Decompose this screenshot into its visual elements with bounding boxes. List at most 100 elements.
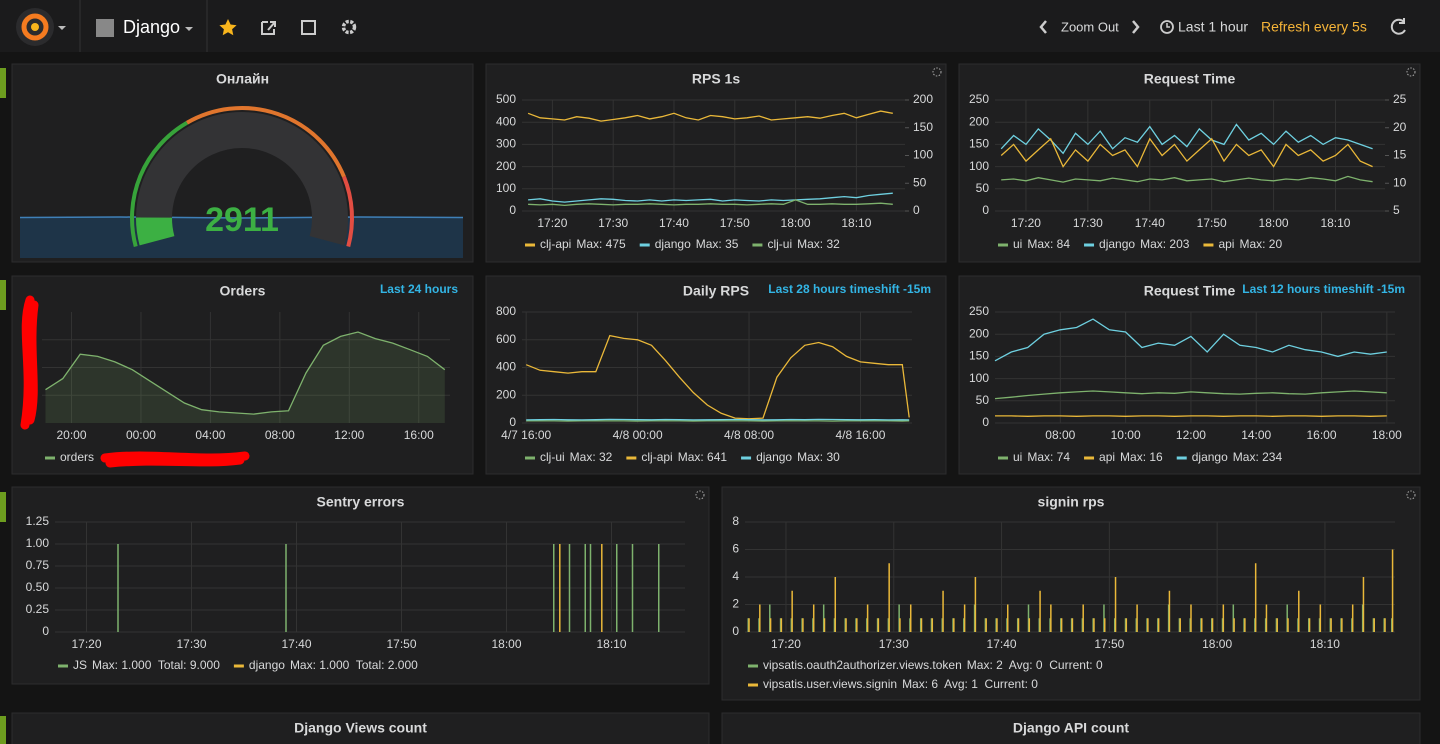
y-tick-label: 0 [509, 415, 516, 429]
legend-stats: Max: 32 [797, 237, 840, 251]
row-marker[interactable] [0, 280, 6, 310]
legend-name[interactable]: clj-ui [540, 450, 565, 464]
bar [1341, 618, 1343, 632]
logo[interactable] [16, 8, 66, 46]
legend-name[interactable]: django [756, 450, 792, 464]
bar [941, 618, 944, 632]
panel-note[interactable]: Last 28 hours timeshift -15m [768, 282, 931, 296]
y-tick-label: 8 [732, 514, 739, 528]
x-tick-label: 17:50 [1094, 637, 1124, 651]
bar [996, 618, 998, 632]
bar [780, 618, 783, 632]
legend-stats: Max: 74 [1027, 450, 1070, 464]
bar [1232, 604, 1235, 632]
bar [1286, 604, 1288, 632]
row-marker[interactable] [0, 68, 6, 98]
panel [485, 275, 947, 475]
bar [1147, 618, 1149, 632]
panel-note[interactable]: Last 12 hours timeshift -15m [1242, 282, 1405, 296]
legend-name[interactable]: ui [1013, 237, 1022, 251]
next-button[interactable] [1132, 20, 1140, 34]
row-marker[interactable] [0, 492, 6, 522]
share-button[interactable] [261, 21, 276, 35]
bar [117, 544, 119, 632]
x-tick-label: 16:00 [404, 428, 434, 442]
legend-stats: Max: 2 Avg: 0 Current: 0 [967, 658, 1103, 672]
gauge-fill [136, 217, 175, 246]
bar [631, 544, 634, 632]
y-tick-label: 100 [969, 371, 989, 385]
bar [1297, 618, 1299, 632]
series-line [525, 334, 910, 420]
legend-name[interactable]: django [1192, 450, 1228, 464]
gauge-threshold [186, 106, 346, 178]
refresh-interval[interactable]: Refresh every 5s [1261, 19, 1367, 35]
x-tick-label: 17:20 [1011, 216, 1041, 230]
bar [855, 618, 857, 632]
x-tick-label: 18:10 [596, 637, 626, 651]
logo-ring [21, 13, 49, 41]
bar [1082, 604, 1084, 632]
bar [845, 618, 847, 632]
legend-name[interactable]: JS [73, 658, 87, 672]
legend-name[interactable]: clj-api [540, 237, 571, 251]
legend-stats: Max: 35 [696, 237, 739, 251]
series-line [528, 199, 893, 207]
bar [1318, 618, 1321, 632]
y2-tick-label: 150 [913, 120, 933, 134]
y2-tick-label: 10 [1393, 175, 1407, 189]
x-tick-label: 17:30 [879, 637, 909, 651]
settings-button[interactable] [341, 19, 357, 35]
redaction [100, 451, 250, 468]
legend-stats: Max: 30 [797, 450, 840, 464]
time-range[interactable]: Last 1 hour [1178, 19, 1248, 35]
bar [812, 618, 814, 632]
legend-name[interactable]: vipsatis.user.views.signin [763, 677, 897, 691]
bar [1060, 618, 1063, 632]
legend-name[interactable]: django [655, 237, 691, 251]
save-button[interactable] [301, 20, 316, 35]
prev-button[interactable] [1039, 20, 1047, 34]
zoom-out[interactable]: Zoom Out [1061, 19, 1119, 34]
x-tick-label: 17:20 [537, 216, 567, 230]
y-tick-label: 50 [976, 393, 990, 407]
bar [1006, 604, 1009, 632]
bar [844, 618, 846, 632]
sparkline-line [19, 216, 464, 219]
legend-name[interactable]: ui [1013, 450, 1022, 464]
bar [769, 604, 771, 632]
y-tick-label: 50 [976, 181, 990, 195]
panel-title: Request Time [1144, 283, 1236, 299]
row-marker[interactable] [0, 716, 6, 744]
series-line [1000, 123, 1373, 155]
refresh-button[interactable] [1390, 18, 1406, 35]
dash-picker[interactable]: Django [96, 17, 193, 37]
y-tick-label: 200 [969, 114, 989, 128]
legend-name[interactable]: api [1099, 450, 1115, 464]
bar [1362, 577, 1365, 632]
legend-stats: Max: 234 [1233, 450, 1283, 464]
legend-name[interactable]: vipsatis.oauth2authorizer.views.token [763, 658, 962, 672]
bar [866, 618, 868, 632]
y-tick-label: 0 [509, 203, 516, 217]
legend-name[interactable]: clj-ui [767, 237, 792, 251]
series-line [1000, 137, 1373, 168]
legend-name[interactable]: orders [60, 450, 94, 464]
legend-name[interactable]: api [1218, 237, 1234, 251]
x-tick-label: 16:00 [1307, 428, 1337, 442]
logo-caret [58, 26, 66, 30]
x-tick-label: 17:30 [598, 216, 628, 230]
y-tick-label: 150 [969, 137, 989, 151]
y-tick-label: 6 [732, 542, 739, 556]
star-button[interactable] [219, 19, 237, 36]
legend-name[interactable]: django [249, 658, 285, 672]
bar [1028, 618, 1031, 632]
bar [559, 544, 561, 632]
panel-note[interactable]: Last 24 hours [380, 282, 458, 296]
y-tick-label: 1.25 [26, 514, 50, 528]
bar [1178, 618, 1181, 632]
loading-spinner [1406, 67, 1416, 77]
legend-name[interactable]: django [1099, 237, 1135, 251]
legend-name[interactable]: clj-api [641, 450, 672, 464]
y-tick-label: 400 [496, 114, 516, 128]
